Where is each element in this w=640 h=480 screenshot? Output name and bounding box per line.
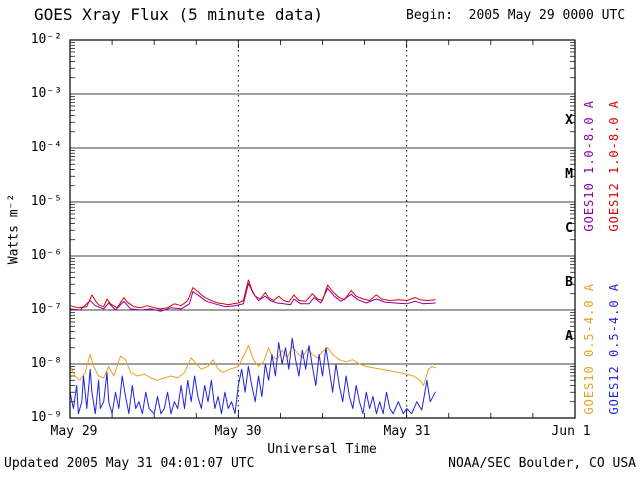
legend-goes12-short: GOES12 0.5-4.0 A: [607, 283, 621, 415]
y-tick-label: 10⁻²: [30, 32, 62, 47]
y-tick-label: 10⁻⁶: [30, 248, 62, 263]
credit-label: NOAA/SEC Boulder, CO USA: [448, 456, 636, 471]
x-tick-label: May 30: [214, 424, 262, 439]
x-axis-title: Universal Time: [267, 442, 377, 457]
updated-timestamp: Updated 2005 May 31 04:01:07 UTC: [4, 456, 255, 471]
x-tick-label: Jun 1: [551, 424, 591, 439]
y-tick-label: 10⁻⁷: [30, 302, 62, 317]
flare-class-a: A: [565, 329, 573, 344]
chart-title: GOES Xray Flux (5 minute data): [34, 5, 323, 24]
y-tick-label: 10⁻⁸: [30, 356, 62, 371]
flare-class-b: B: [565, 275, 573, 290]
legend-goes10-short: GOES10 0.5-4.0 A: [582, 283, 596, 415]
flare-class-c: C: [565, 221, 573, 236]
y-tick-label: 10⁻⁴: [30, 140, 62, 155]
x-tick-label: May 31: [383, 424, 431, 439]
y-tick-label: 10⁻³: [30, 86, 62, 101]
legend-goes12-long: GOES12 1.0-8.0 A: [607, 100, 621, 232]
legend-goes10-long: GOES10 1.0-8.0 A: [582, 100, 596, 232]
flare-class-m: M: [565, 167, 573, 182]
flare-class-x: X: [565, 113, 573, 128]
y-tick-label: 10⁻⁵: [30, 194, 62, 209]
begin-label: Begin: 2005 May 29 0000 UTC: [406, 8, 626, 23]
x-tick-label: May 29: [50, 424, 98, 439]
y-tick-label: 10⁻⁹: [30, 410, 62, 425]
